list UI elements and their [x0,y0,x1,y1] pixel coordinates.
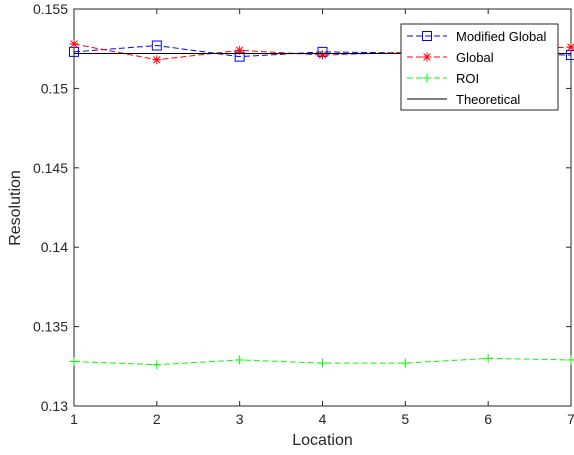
series-line-modified-global [73,45,572,58]
y-tick-label: 0.15 [41,80,68,96]
x-tick-label: 3 [236,411,244,427]
legend-marker-global [422,52,432,62]
x-axis-title: Location [292,432,353,449]
axis-ticks: 1 2 3 4 5 6 7 0.13 0.135 0.14 0.145 0.15 0.155 [33,1,574,427]
data-point-global-7 [566,42,574,52]
y-tick-label: 0.155 [33,1,68,17]
data-point-global-4 [318,50,327,60]
x-tick-label: 2 [153,411,161,427]
legend-box [400,23,559,111]
legend-marker-modified-global [422,31,432,41]
data-point-modified-global-2 [151,40,162,51]
data-point-global-2 [152,55,162,65]
y-tick-label: 0.14 [41,239,68,255]
data-point-roi-2 [152,360,162,370]
x-tick-label: 4 [319,411,327,427]
x-tick-label: 6 [484,411,492,427]
legend-label-theoretical: Theoretical [456,92,520,107]
y-axis-title: Resolution [7,170,24,246]
x-tick-label: 1 [70,411,78,427]
data-point-roi-7 [566,355,574,365]
data-point-roi-3 [235,355,245,365]
x-tick-label: 5 [401,411,409,427]
data-point-roi-4 [318,358,327,368]
legend-label-global: Global [456,50,494,65]
data-point-global-1 [69,39,79,49]
x-tick-label: 7 [567,411,574,427]
data-point-roi-5 [400,358,410,368]
legend: Modified Global Global ROI Theoretical [400,23,559,111]
legend-marker-roi [422,73,432,83]
y-tick-label: 0.135 [33,319,68,335]
y-tick-label: 0.13 [41,398,68,414]
y-tick-label: 0.145 [33,160,68,176]
data-point-roi-6 [483,353,493,363]
legend-label-roi: ROI [456,71,479,86]
data-point-roi-1 [69,357,79,367]
legend-label-modified-global: Modified Global [456,29,546,44]
data-point-global-3 [235,45,245,55]
